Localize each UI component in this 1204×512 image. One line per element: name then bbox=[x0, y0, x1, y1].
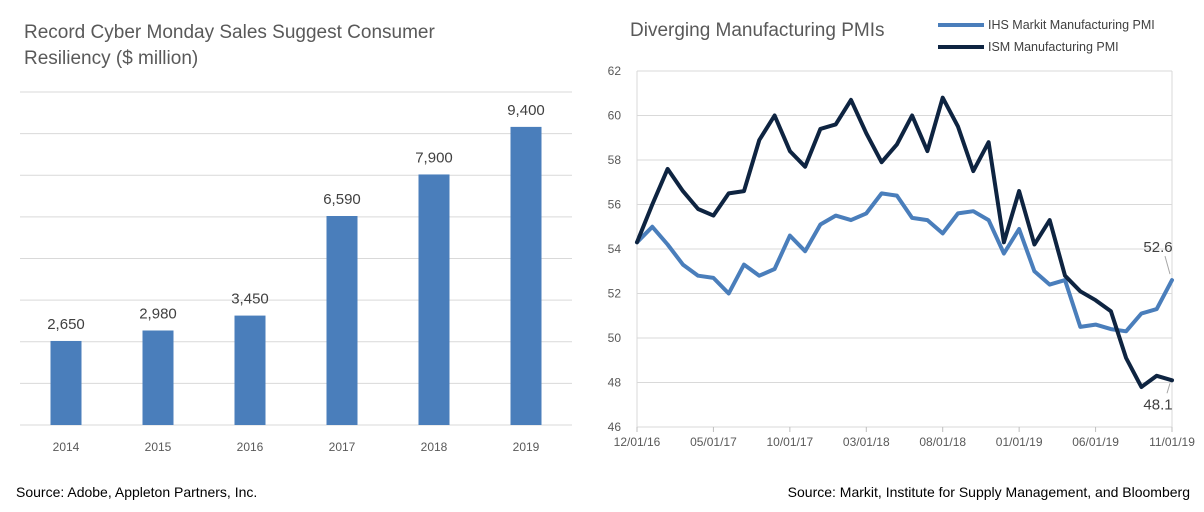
bar-2018 bbox=[418, 174, 450, 425]
bar-label-2016: 3,450 bbox=[231, 291, 269, 308]
annotation-leader-ism bbox=[1166, 383, 1171, 394]
line-series bbox=[635, 95, 1174, 389]
line-y-tick-52: 52 bbox=[608, 287, 622, 301]
line-y-tick-60: 60 bbox=[608, 109, 622, 123]
legend-swatch-ism bbox=[938, 45, 984, 49]
legend-swatch-ihs bbox=[938, 23, 984, 27]
line-y-tick-62: 62 bbox=[608, 64, 622, 78]
bar-label-2014: 2,650 bbox=[47, 316, 85, 333]
line-x-tick-05/01/17: 05/01/17 bbox=[690, 435, 737, 449]
bar-x-tick-2015: 2015 bbox=[145, 440, 172, 454]
bar-x-tick-2014: 2014 bbox=[53, 440, 80, 454]
line-x-tick-01/01/19: 01/01/19 bbox=[996, 435, 1043, 449]
bar-marks bbox=[50, 126, 542, 425]
pmi-chart-title: Diverging Manufacturing PMIs bbox=[630, 20, 885, 41]
line-x-tick-06/01/19: 06/01/19 bbox=[1072, 435, 1119, 449]
bar-grid bbox=[20, 91, 572, 426]
pmi-line-chart: 46 48 50 52 54 56 58 60 62 12/01/16 05/01/17 10/01… bbox=[608, 64, 1196, 449]
legend-label-ihs: IHS Markit Manufacturing PMI bbox=[988, 18, 1155, 32]
line-y-axis-ticks: 46 48 50 52 54 56 58 60 62 bbox=[608, 64, 622, 434]
line-y-tick-54: 54 bbox=[608, 242, 622, 256]
line-series-ihs bbox=[635, 191, 1174, 334]
bar-2019 bbox=[510, 126, 542, 425]
line-x-tick-11/01/19: 11/01/19 bbox=[1149, 435, 1195, 449]
right-source-note: Source: Markit, Institute for Supply Man… bbox=[787, 484, 1190, 500]
line-x-tick-10/01/17: 10/01/17 bbox=[766, 435, 813, 449]
line-series-ism bbox=[635, 95, 1174, 389]
bar-2017 bbox=[326, 216, 358, 425]
cyber-monday-chart-title: Record Cyber Monday Sales Suggest Consum… bbox=[24, 22, 435, 69]
line-y-tick-46: 46 bbox=[608, 420, 622, 434]
legend-item-ihs: IHS Markit Manufacturing PMI bbox=[938, 14, 1155, 36]
line-y-tick-48: 48 bbox=[608, 376, 622, 390]
bar-2014 bbox=[50, 340, 82, 425]
line-grid bbox=[636, 70, 1173, 428]
bar-2016 bbox=[234, 315, 266, 425]
annotation-leader-ihs bbox=[1164, 256, 1171, 275]
bar-x-axis-ticks: 2014 2015 2016 2017 2018 2019 bbox=[53, 440, 540, 454]
bar-label-2017: 6,590 bbox=[323, 191, 361, 208]
bar-x-tick-2019: 2019 bbox=[513, 440, 540, 454]
line-y-tick-50: 50 bbox=[608, 331, 622, 345]
annotation-ism-last: 48.1 bbox=[1143, 396, 1172, 413]
bar-label-2015: 2,980 bbox=[139, 305, 177, 322]
bar-label-2019: 9,400 bbox=[507, 102, 545, 119]
legend-label-ism: ISM Manufacturing PMI bbox=[988, 40, 1119, 54]
line-annotations: 52.6 48.1 bbox=[1143, 239, 1172, 413]
line-y-tick-56: 56 bbox=[608, 198, 622, 212]
pmi-legend: IHS Markit Manufacturing PMI ISM Manufac… bbox=[938, 14, 1155, 58]
bar-data-labels: 2,650 2,980 3,450 6,590 7,900 9,400 bbox=[47, 102, 545, 333]
legend-item-ism: ISM Manufacturing PMI bbox=[938, 36, 1155, 58]
bar-x-tick-2016: 2016 bbox=[237, 440, 264, 454]
bar-x-tick-2018: 2018 bbox=[421, 440, 448, 454]
cyber-monday-chart-panel: Record Cyber Monday Sales Suggest Consum… bbox=[0, 0, 600, 512]
line-x-axis-ticks: 12/01/16 05/01/17 10/01/17 03/01/18 08/01/18… bbox=[614, 427, 1195, 449]
bar-2015 bbox=[142, 330, 174, 425]
bar-label-2018: 7,900 bbox=[415, 149, 453, 166]
line-x-tick-03/01/18: 03/01/18 bbox=[843, 435, 890, 449]
annotation-ihs-last: 52.6 bbox=[1143, 239, 1172, 256]
left-source-note: Source: Adobe, Appleton Partners, Inc. bbox=[16, 484, 258, 500]
bar-x-tick-2017: 2017 bbox=[329, 440, 356, 454]
line-x-tick-08/01/18: 08/01/18 bbox=[919, 435, 966, 449]
pmi-chart-panel: Diverging Manufacturing PMIs IHS Markit … bbox=[600, 0, 1204, 512]
line-x-tick-12/01/16: 12/01/16 bbox=[614, 435, 661, 449]
line-y-tick-58: 58 bbox=[608, 153, 622, 167]
